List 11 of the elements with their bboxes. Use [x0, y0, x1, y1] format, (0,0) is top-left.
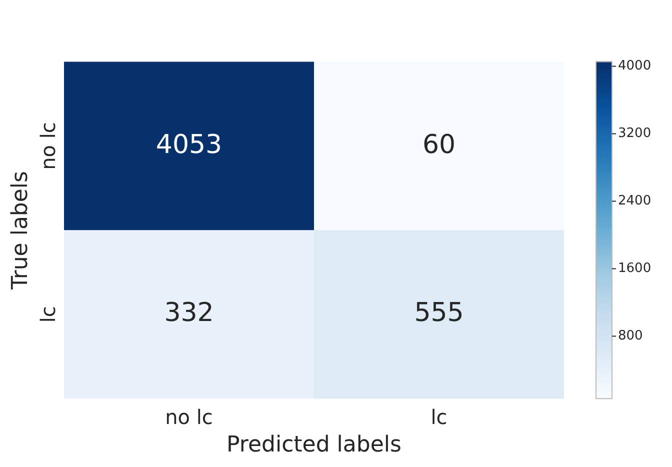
data-label: 4053	[156, 130, 222, 160]
data-label: 332	[164, 298, 214, 328]
color-bar-label: 2400	[618, 194, 652, 209]
y-axis-title: True labels	[8, 171, 33, 290]
color-bar-label: 1600	[618, 261, 652, 276]
color-bar-label: 4000	[618, 58, 652, 74]
data-label: 555	[414, 298, 464, 328]
color-bar-label: 3200	[618, 126, 652, 142]
color-bar-label: 800	[618, 328, 643, 344]
x-axis-title: Predicted labels	[226, 432, 402, 458]
data-label: 60	[422, 130, 456, 160]
